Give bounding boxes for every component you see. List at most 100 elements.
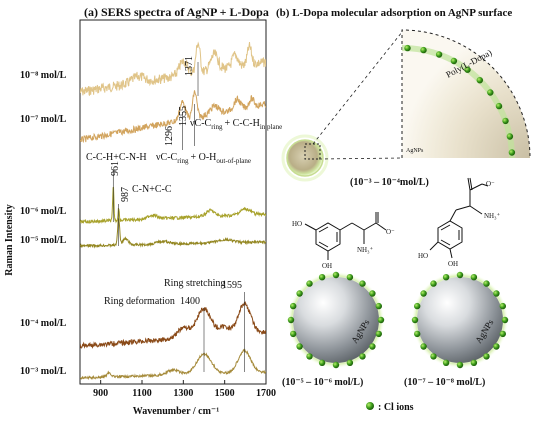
cl-ion-legend: : Cl ions (366, 402, 414, 413)
cl-ion (430, 353, 437, 360)
cl-ion (430, 280, 437, 287)
annotation-cn-cc: C-N+C-C (132, 184, 172, 195)
x-tick-label: 1100 (132, 388, 151, 399)
cl-ion (499, 302, 506, 310)
cl-ion (470, 274, 478, 281)
spectra (80, 41, 266, 381)
ldopa-molecule-left (304, 212, 387, 260)
cl-ion (450, 57, 458, 65)
mol-left-nh3: NH₃⁺ (357, 246, 374, 254)
annotation-vcc-ring-plane: νC-Cring + C-C-Hin plane (190, 118, 282, 131)
cl-ion (495, 102, 503, 110)
zoom-box (304, 143, 321, 160)
cl-ion (493, 290, 500, 297)
mol-left-o-minus: O⁻ (386, 228, 395, 236)
cl-ion (287, 316, 295, 324)
peak-label-1595: 1595 (222, 280, 242, 291)
x-ticks: 900 1100 1300 1500 1700 (93, 380, 276, 399)
cl-ion (420, 343, 427, 350)
x-axis-label: Wavenumber / cm⁻¹ (133, 406, 219, 417)
cl-ion (411, 316, 419, 324)
cl-ion (493, 343, 500, 350)
cl-ion (332, 271, 340, 279)
cl-ion (318, 274, 326, 281)
conc-label-1e-7: 10⁻⁷ mol/L (20, 114, 67, 125)
agnp-right: AgNPs (411, 271, 509, 369)
cl-ion (369, 290, 376, 297)
cl-ion (318, 359, 326, 366)
ldopa-molecule-right (429, 177, 489, 259)
spectrum-1e-4 (80, 300, 266, 349)
cl-ion (442, 359, 450, 366)
cl-ion (442, 274, 450, 281)
panel-b: (b) L-Dopa molecular adsorption on AgNP … (276, 7, 531, 413)
cl-ion-legend-dot (366, 402, 374, 410)
cl-ion (359, 280, 366, 287)
peak-label-987: 987 (120, 187, 131, 202)
peak-label-961: 961 (110, 161, 121, 176)
mol-left-oh: OH (322, 262, 332, 270)
cl-ion (332, 361, 340, 369)
cl-ion (483, 280, 490, 287)
peak-label-1355: 1355 (178, 106, 189, 126)
cl-ion (375, 302, 382, 310)
spectrum-1e-3 (80, 347, 266, 381)
cl-ion (464, 66, 471, 73)
cl-ion (499, 330, 506, 338)
cl-ion (420, 290, 427, 297)
spectrum-1e-7 (80, 90, 266, 143)
cl-ion (404, 44, 411, 52)
annotation-ring-stretching: Ring stretching (164, 278, 225, 289)
cl-ion (508, 149, 516, 156)
x-tick-label: 1500 (215, 388, 235, 399)
panel-a: (a) SERS spectra of AgNP + L-Dopa Raman … (4, 5, 282, 417)
cl-ion (483, 353, 490, 360)
conc-mid-label: (10⁻⁵ – 10⁻⁶ mol/L) (282, 377, 363, 388)
cl-ion (296, 343, 303, 350)
cl-ion (456, 361, 464, 369)
peak-label-1371: 1371 (184, 56, 195, 76)
cl-ion (414, 330, 421, 338)
cl-ion (290, 330, 297, 338)
annotation-ring-deformation: Ring deformation (104, 296, 175, 307)
y-axis-label: Raman Intensity (4, 204, 15, 275)
cl-ion (414, 302, 421, 310)
conc-label-1e-6: 10⁻⁶ mol/L (20, 206, 67, 217)
cl-ion (502, 117, 509, 125)
annotation-cch-cnh: C-C-H+C-N-H (86, 152, 147, 163)
zoom-agnps-label: AgNPs (406, 148, 424, 154)
mol-right-ho: HO (418, 252, 428, 260)
cl-ion (346, 359, 354, 366)
spectrum-1e-5 (80, 218, 266, 249)
cl-ion-legend-label: : Cl ions (378, 402, 414, 413)
conc-label-1e-3: 10⁻³ mol/L (20, 366, 67, 377)
cl-ion (487, 89, 494, 96)
cl-ion (306, 280, 313, 287)
cl-ion (506, 133, 514, 140)
cl-ion (470, 359, 478, 366)
annotation-vcc-ring-oh: νC-Cring + O-Hout-of-plane (156, 152, 251, 165)
zoom-cl-ions (404, 44, 516, 156)
conc-label-1e-4: 10⁻⁴ mol/L (20, 318, 67, 329)
cl-ion (369, 343, 376, 350)
conc-high-label: (10⁻³ – 10⁻⁴mol/L) (350, 177, 429, 188)
x-tick-label: 1300 (173, 388, 193, 399)
panel-b-title: (b) L-Dopa molecular adsorption on AgNP … (276, 7, 512, 19)
peak-lines (112, 62, 245, 372)
cl-ion (296, 290, 303, 297)
cl-ion (377, 316, 385, 324)
cl-ion (456, 271, 464, 279)
cl-ion (306, 353, 313, 360)
peak-label-1400: 1400 (180, 296, 200, 307)
cl-ion (420, 46, 427, 54)
spectrum-1e-6 (80, 186, 266, 225)
x-tick-label: 1700 (256, 388, 276, 399)
mol-right-nh3: NH₃⁺ (484, 212, 501, 220)
cl-ion (435, 51, 443, 58)
spectrum-1e-8 (80, 41, 266, 97)
cl-ion (290, 302, 297, 310)
conc-label-1e-8: 10⁻⁸ mol/L (20, 70, 67, 81)
mol-right-oh: OH (448, 260, 458, 268)
x-tick-label: 900 (93, 388, 108, 399)
